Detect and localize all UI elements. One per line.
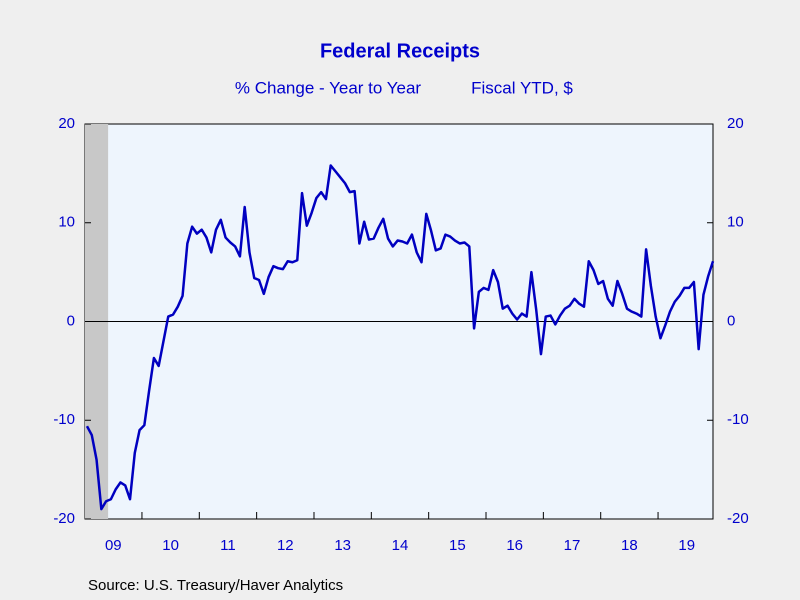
x-tick-label: 14	[392, 537, 409, 554]
subtitle: % Change - Year to Year	[235, 78, 422, 97]
y-tick-label: 0	[67, 312, 75, 329]
source: Source: U.S. Treasury/Haver Analytics	[88, 577, 343, 594]
x-tick-label: 09	[105, 537, 122, 554]
x-tick-label: 13	[334, 537, 351, 554]
x-tick-label: 18	[621, 537, 638, 554]
x-tick-label: 17	[564, 537, 581, 554]
y2-tick-label: 10	[727, 214, 744, 231]
x-tick-label: 12	[277, 537, 294, 554]
y-tick-label: 20	[58, 115, 75, 132]
y2-tick-label: 20	[727, 115, 744, 132]
x-tick-label: 11	[220, 537, 236, 554]
x-tick-label: 15	[449, 537, 466, 554]
subtitle-right: Fiscal YTD, $	[471, 78, 573, 97]
y-tick-label: -10	[53, 411, 75, 428]
x-tick-label: 16	[506, 537, 523, 554]
y2-tick-label: -10	[727, 411, 749, 428]
y-tick-label: 10	[58, 214, 75, 231]
y2-tick-label: -20	[727, 510, 749, 527]
line-series	[85, 164, 715, 511]
x-tick-label: 10	[162, 537, 179, 554]
y2-tick-label: 0	[727, 312, 735, 329]
x-tick-label: 19	[678, 537, 695, 554]
y-tick-label: -20	[53, 510, 75, 527]
chart-title: Federal Receipts	[320, 40, 480, 62]
